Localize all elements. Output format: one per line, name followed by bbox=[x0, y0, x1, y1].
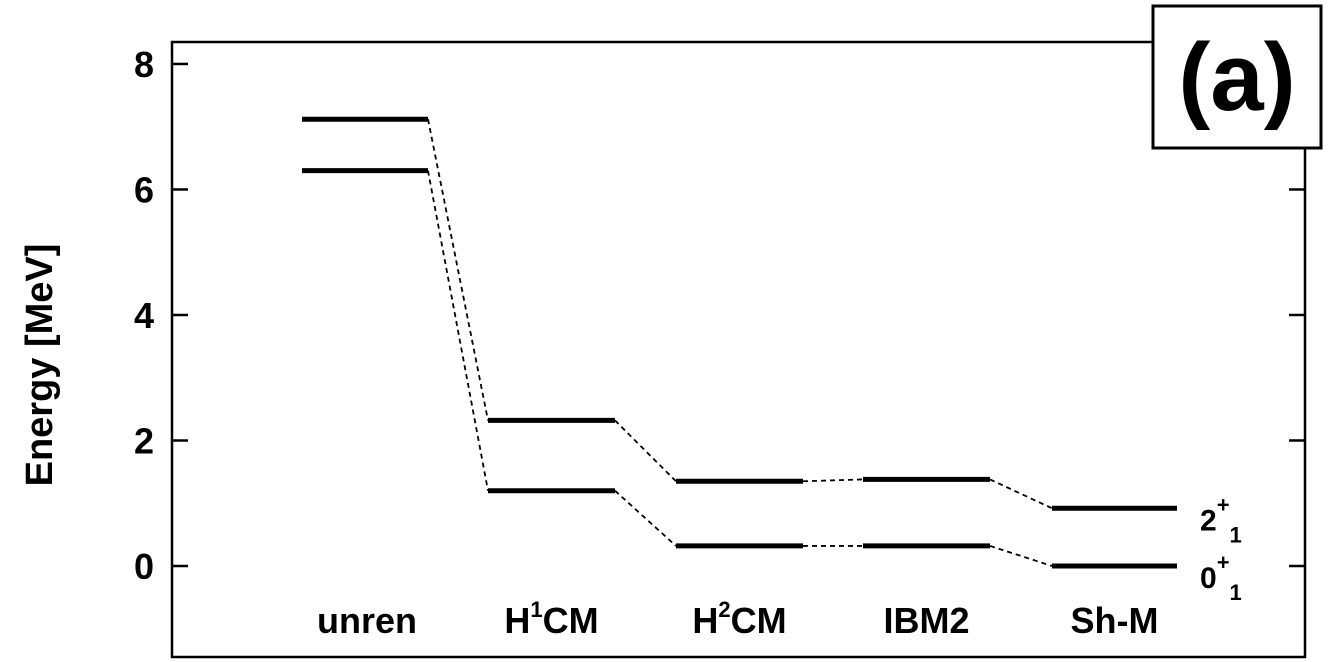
category-label-H1CM: H1CM bbox=[504, 597, 598, 641]
level-connectors bbox=[427, 119, 1053, 567]
panel-label-box: (a) bbox=[1151, 4, 1323, 150]
connector-2+1 bbox=[802, 478, 864, 483]
state-label-0+1: 0+1 bbox=[1200, 550, 1242, 605]
y-axis-title: Energy [MeV] bbox=[19, 244, 61, 487]
plot-frame bbox=[170, 40, 1307, 659]
connector-2+1 bbox=[614, 419, 677, 482]
plot-border bbox=[170, 40, 1307, 659]
energy-levels bbox=[302, 116, 1177, 569]
category-labels: unren H1CM H2CM IBM2 Sh-M bbox=[317, 597, 1159, 641]
y-tick-label: 4 bbox=[134, 295, 154, 336]
state-labels: 0+12+1 bbox=[1200, 492, 1242, 605]
panel-label: (a) bbox=[1178, 24, 1295, 131]
category-label-unren: unren bbox=[317, 600, 417, 641]
y-tick-label: 6 bbox=[134, 169, 154, 210]
connector-0+1 bbox=[614, 490, 677, 547]
category-label-IBM2: IBM2 bbox=[883, 600, 969, 641]
category-label-H2CM: H2CM bbox=[692, 597, 786, 641]
y-tick-label: 2 bbox=[134, 420, 154, 461]
category-label-Sh-M: Sh-M bbox=[1071, 600, 1159, 641]
connector-2+1 bbox=[427, 119, 489, 421]
y-tick-label: 0 bbox=[134, 546, 154, 587]
y-tick-label: 8 bbox=[134, 44, 154, 85]
connector-0+1 bbox=[427, 170, 489, 491]
state-label-2+1: 2+1 bbox=[1200, 492, 1242, 547]
connector-0+1 bbox=[989, 545, 1053, 567]
y-axis-ticks: 0 2 4 6 8 bbox=[134, 44, 1305, 587]
connector-2+1 bbox=[989, 478, 1053, 510]
